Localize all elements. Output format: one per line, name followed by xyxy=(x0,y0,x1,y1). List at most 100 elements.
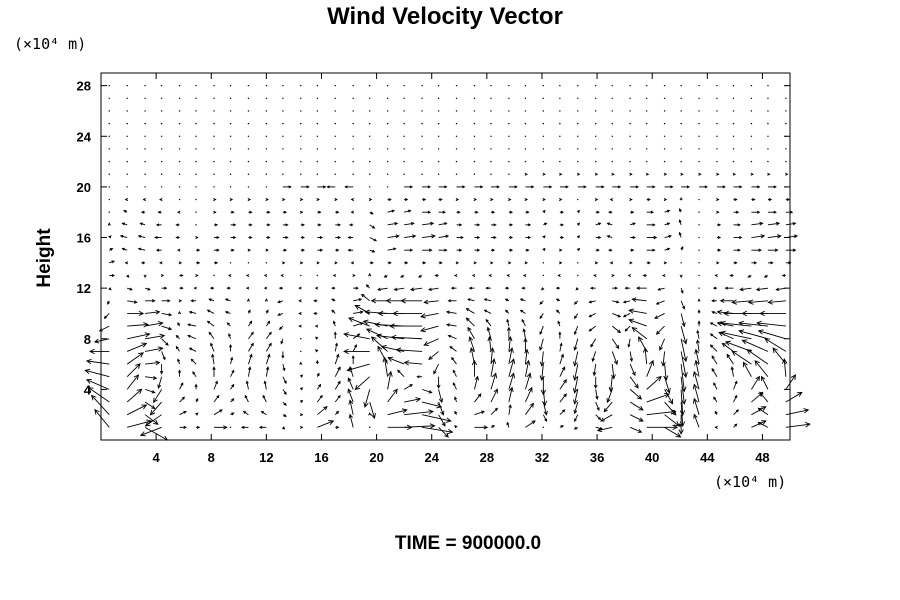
y-tick-label: 16 xyxy=(77,231,91,246)
vector-arrow xyxy=(627,273,631,278)
vector-arrow xyxy=(678,219,682,226)
vector-arrow xyxy=(646,248,656,252)
vector-dot xyxy=(698,97,700,100)
vector-arrow xyxy=(474,210,479,214)
vector-dot xyxy=(716,122,718,125)
vector-dot xyxy=(178,110,181,112)
vector-arrow xyxy=(213,210,217,214)
vector-arrow xyxy=(423,338,439,346)
vector-dot xyxy=(508,173,510,175)
vector-arrow xyxy=(404,221,415,226)
vector-dot xyxy=(611,160,613,163)
vector-arrow xyxy=(785,198,791,202)
vector-dot xyxy=(334,84,336,87)
vector-arrow xyxy=(400,274,405,278)
vector-arrow xyxy=(247,309,251,314)
vector-dot xyxy=(698,160,700,163)
vector-dot xyxy=(629,110,631,112)
vector-dot xyxy=(785,122,787,125)
vector-arrow xyxy=(542,172,546,176)
vector-arrow xyxy=(508,261,512,265)
vector-arrow xyxy=(697,298,701,302)
vector-arrow xyxy=(751,261,758,265)
vector-arrow xyxy=(248,353,253,365)
vector-arrow xyxy=(282,261,286,265)
vector-arrow xyxy=(664,389,674,405)
vector-arrow xyxy=(420,313,439,319)
vector-dot xyxy=(386,173,389,175)
vector-arrow xyxy=(144,287,151,291)
vector-arrow xyxy=(347,377,354,390)
vector-dot xyxy=(160,97,163,100)
vector-dot xyxy=(767,148,769,150)
vector-arrow xyxy=(299,261,304,265)
vector-arrow xyxy=(300,185,310,189)
vector-arrow xyxy=(103,313,110,319)
vector-dot xyxy=(229,173,232,175)
vector-arrow xyxy=(468,286,475,290)
vector-arrow xyxy=(145,360,161,366)
vector-arrow xyxy=(208,298,215,302)
vector-dot xyxy=(144,84,146,87)
vector-arrow xyxy=(504,286,509,290)
vector-dot xyxy=(645,148,648,150)
vector-dot xyxy=(455,84,458,87)
vector-dot xyxy=(559,148,561,150)
vector-arrow xyxy=(334,380,341,390)
vector-arrow xyxy=(145,309,161,315)
vector-arrow xyxy=(697,320,701,327)
vector-arrow xyxy=(315,349,319,353)
vector-arrow xyxy=(177,322,181,327)
vector-arrow xyxy=(353,286,359,290)
vector-arrow xyxy=(524,198,529,202)
vector-dot xyxy=(352,97,354,100)
vector-arrow xyxy=(490,198,494,202)
vector-arrow xyxy=(161,338,169,346)
vector-arrow xyxy=(785,261,792,265)
vector-arrow xyxy=(679,208,682,213)
vector-dot xyxy=(785,160,787,163)
vector-dot xyxy=(490,173,492,175)
vector-dot xyxy=(611,135,613,137)
vector-arrow xyxy=(603,401,613,413)
vector-dot xyxy=(437,160,440,163)
vector-arrow xyxy=(353,310,364,314)
vector-arrow xyxy=(757,422,769,428)
time-label: TIME = 900000.0 xyxy=(395,533,541,554)
vector-dot xyxy=(577,160,579,163)
vector-arrow xyxy=(213,235,220,240)
vector-arrow xyxy=(646,375,662,390)
vector-dot xyxy=(542,274,545,277)
vector-dot xyxy=(524,135,527,137)
vector-dot xyxy=(247,173,250,175)
vector-arrow xyxy=(335,223,342,227)
vector-dot xyxy=(178,122,181,125)
vector-arrow xyxy=(474,425,489,430)
vector-dot xyxy=(455,173,458,175)
vector-dot xyxy=(542,97,545,100)
vector-arrow xyxy=(387,356,405,365)
vector-arrow xyxy=(363,389,371,408)
vector-arrow xyxy=(692,383,700,403)
vector-dot xyxy=(282,173,284,175)
vector-arrow xyxy=(334,366,341,377)
vector-arrow xyxy=(206,309,215,314)
vector-dot xyxy=(577,97,579,100)
vector-dot xyxy=(316,110,319,112)
vector-arrow xyxy=(474,223,481,227)
vector-dot xyxy=(750,110,753,112)
vector-dot xyxy=(629,160,631,163)
vector-arrow xyxy=(663,172,668,176)
vector-arrow xyxy=(208,331,215,340)
vector-arrow xyxy=(630,235,636,240)
vector-arrow xyxy=(588,300,596,304)
vector-arrow xyxy=(317,406,328,416)
vector-arrow xyxy=(161,286,168,290)
vector-dot xyxy=(352,173,354,175)
vector-dot xyxy=(403,135,405,137)
vector-arrow xyxy=(636,286,647,290)
vector-arrow xyxy=(473,261,478,265)
vector-arrow xyxy=(733,185,743,189)
vector-arrow xyxy=(248,223,253,227)
y-tick-label: 28 xyxy=(77,79,91,94)
